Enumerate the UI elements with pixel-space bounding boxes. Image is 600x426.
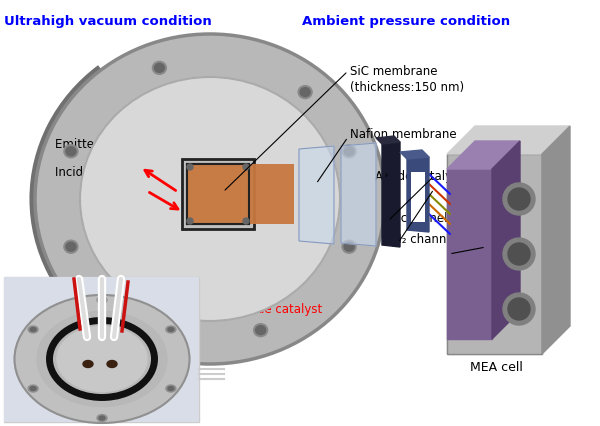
Polygon shape xyxy=(299,147,334,245)
Text: Anode catalyst PtRu/C: Anode catalyst PtRu/C xyxy=(375,170,506,183)
Ellipse shape xyxy=(168,387,174,391)
Ellipse shape xyxy=(342,241,356,253)
Ellipse shape xyxy=(254,324,268,337)
Text: MEA cell: MEA cell xyxy=(470,361,523,374)
Ellipse shape xyxy=(99,416,105,420)
Ellipse shape xyxy=(107,361,117,368)
Text: Cathode catalyst: Cathode catalyst xyxy=(222,303,322,316)
Ellipse shape xyxy=(344,243,354,252)
Ellipse shape xyxy=(66,243,76,252)
Text: Ambient pressure condition: Ambient pressure condition xyxy=(302,15,510,28)
Circle shape xyxy=(243,164,249,170)
Text: SiC membrane
(thickness:150 nm): SiC membrane (thickness:150 nm) xyxy=(350,65,464,94)
Circle shape xyxy=(187,219,193,225)
Bar xyxy=(187,164,249,225)
Bar xyxy=(411,173,425,222)
Circle shape xyxy=(503,239,535,271)
Ellipse shape xyxy=(35,35,385,364)
Ellipse shape xyxy=(83,361,93,368)
Ellipse shape xyxy=(344,147,354,156)
Circle shape xyxy=(508,298,530,320)
Bar xyxy=(182,160,254,230)
Ellipse shape xyxy=(152,62,166,75)
Circle shape xyxy=(187,164,193,170)
Ellipse shape xyxy=(30,328,36,332)
Ellipse shape xyxy=(154,64,164,73)
Polygon shape xyxy=(447,155,542,354)
Ellipse shape xyxy=(154,326,164,335)
Ellipse shape xyxy=(342,145,356,158)
Circle shape xyxy=(508,189,530,210)
Ellipse shape xyxy=(99,298,105,302)
Ellipse shape xyxy=(64,145,78,158)
Polygon shape xyxy=(407,158,429,233)
Polygon shape xyxy=(447,142,520,170)
Ellipse shape xyxy=(298,86,312,99)
Polygon shape xyxy=(376,137,400,145)
Polygon shape xyxy=(447,127,570,155)
Ellipse shape xyxy=(168,328,174,332)
Text: H₂ channel: H₂ channel xyxy=(393,233,457,245)
Circle shape xyxy=(503,294,535,325)
Text: Electron: Electron xyxy=(482,239,530,253)
Ellipse shape xyxy=(37,312,167,406)
Ellipse shape xyxy=(28,385,38,392)
Ellipse shape xyxy=(166,385,176,392)
Bar xyxy=(4,277,199,422)
Ellipse shape xyxy=(152,324,166,337)
Ellipse shape xyxy=(64,241,78,253)
Polygon shape xyxy=(382,143,400,248)
Ellipse shape xyxy=(30,387,36,391)
Ellipse shape xyxy=(97,414,107,422)
Ellipse shape xyxy=(300,89,310,98)
Ellipse shape xyxy=(80,78,340,321)
Ellipse shape xyxy=(57,327,147,391)
Text: Ultrahigh vacuum condition: Ultrahigh vacuum condition xyxy=(4,15,212,28)
Bar xyxy=(187,164,294,225)
Ellipse shape xyxy=(97,297,107,304)
Ellipse shape xyxy=(28,326,38,333)
Text: Emitted X-ray: Emitted X-ray xyxy=(55,138,136,151)
Circle shape xyxy=(243,219,249,225)
Polygon shape xyxy=(492,142,520,339)
Ellipse shape xyxy=(166,326,176,333)
Circle shape xyxy=(508,243,530,265)
Text: O₂ channel: O₂ channel xyxy=(383,211,448,225)
Ellipse shape xyxy=(256,326,266,335)
Bar xyxy=(187,164,249,225)
Text: Incident X-ray: Incident X-ray xyxy=(55,166,137,179)
Circle shape xyxy=(503,184,535,216)
Ellipse shape xyxy=(14,295,190,423)
Polygon shape xyxy=(341,144,376,246)
Polygon shape xyxy=(542,127,570,354)
Polygon shape xyxy=(447,170,492,339)
Ellipse shape xyxy=(66,147,76,156)
Text: Nafion membrane: Nafion membrane xyxy=(350,128,457,141)
Polygon shape xyxy=(400,151,429,160)
Bar xyxy=(4,277,199,422)
